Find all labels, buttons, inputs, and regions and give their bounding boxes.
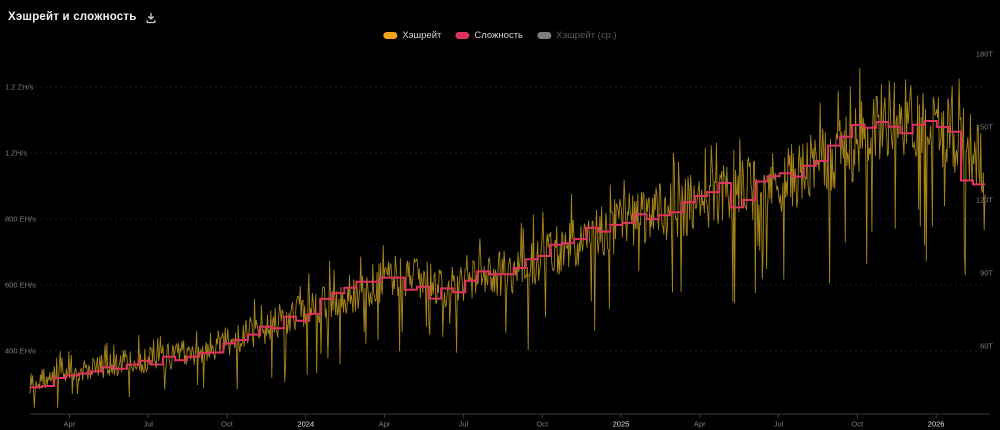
left-axis-label: 1.2 ZH/s [5, 83, 34, 92]
x-axis-label: 2026 [928, 420, 945, 429]
legend-item-hashrate-ma[interactable]: Хэшрейт (ср.) [536, 30, 617, 41]
legend-swatch [383, 32, 398, 39]
legend-item-hashrate[interactable]: Хэшрейт [383, 30, 441, 41]
x-axis-label: Jul [459, 420, 469, 429]
download-icon[interactable] [145, 11, 157, 24]
legend-item-difficulty[interactable]: Сложность [455, 30, 523, 41]
difficulty-series [30, 120, 985, 389]
chart-header: Хэшрейт и сложность [8, 11, 157, 24]
x-axis-label: 2025 [613, 420, 630, 429]
x-axis-label: Oct [221, 420, 234, 429]
x-axis-label: Apr [694, 420, 706, 429]
right-axis-label: 120T [976, 196, 994, 205]
legend-swatch [536, 32, 551, 39]
left-axis-label: 1 ZH/s [5, 149, 27, 158]
x-axis-label: Apr [379, 420, 391, 429]
x-axis-label: Jul [143, 420, 153, 429]
left-axis-label: 400 EH/s [5, 347, 36, 356]
left-axis-label: 600 EH/s [5, 281, 36, 290]
x-axis-label: Jul [774, 420, 784, 429]
x-axis-label: Oct [536, 420, 549, 429]
left-axis-label: 800 EH/s [5, 215, 36, 224]
legend-label: Сложность [474, 30, 523, 41]
legend-label: Хэшрейт [402, 30, 442, 41]
legend-label: Хэшрейт (ср.) [555, 30, 617, 41]
legend-swatch [455, 32, 470, 39]
x-axis-label: Oct [852, 420, 865, 429]
x-axis-label: Apr [64, 420, 76, 429]
chart-legend: Хэшрейт Сложность Хэшрейт (ср.) [383, 30, 617, 41]
right-axis-label: 60T [980, 342, 993, 351]
page-title: Хэшрейт и сложность [8, 11, 137, 23]
x-axis-label: 2024 [297, 420, 314, 429]
right-axis-label: 150T [976, 123, 994, 132]
right-axis-label: 180T [976, 50, 994, 59]
hashrate-series [29, 68, 986, 409]
right-axis-label: 90T [980, 269, 993, 278]
